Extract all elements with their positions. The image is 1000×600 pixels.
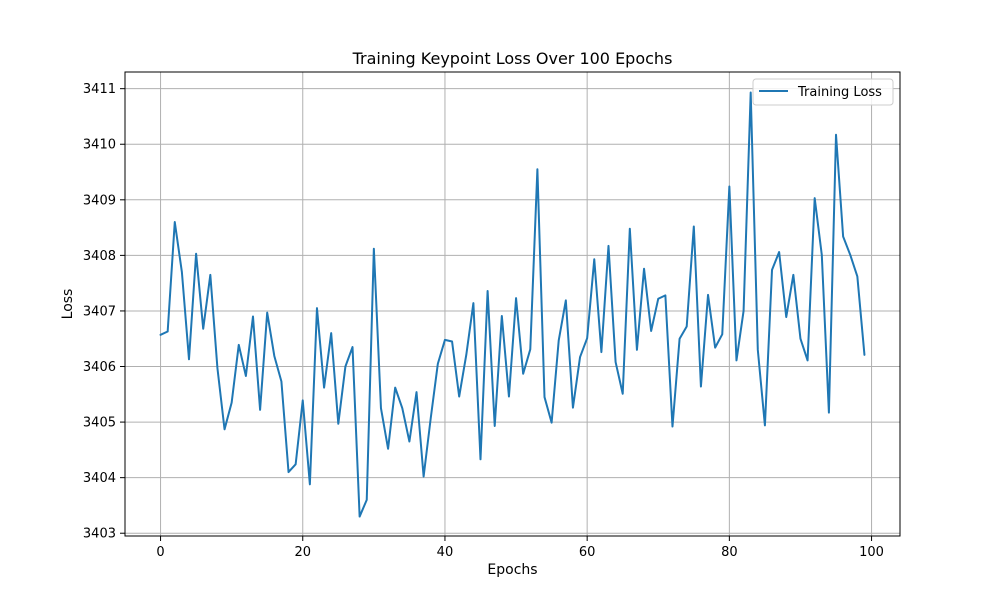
axis-ticks: 0 20 40 60 80 100 3403 3404 3405 3406 3407 3408 3409… <box>83 82 884 560</box>
y-tick-label: 3410 <box>83 138 116 153</box>
y-axis-label: Loss <box>60 289 76 320</box>
legend: Training Loss <box>752 78 894 106</box>
x-tick-label: 0 <box>156 545 164 560</box>
y-tick-label: 3408 <box>83 249 116 264</box>
x-tick-label: 60 <box>579 545 596 560</box>
y-tick-label: 3406 <box>83 360 116 375</box>
x-tick-label: 100 <box>859 545 884 560</box>
x-axis-label: Epochs <box>487 562 537 578</box>
chart-title: Training Keypoint Loss Over 100 Epochs <box>352 49 673 68</box>
legend-label-training-loss: Training Loss <box>797 85 882 100</box>
y-tick-label: 3411 <box>83 82 116 97</box>
y-tick-label: 3403 <box>83 527 116 542</box>
x-tick-label: 20 <box>294 545 311 560</box>
y-tick-label: 3404 <box>83 471 116 486</box>
x-tick-label: 80 <box>721 545 738 560</box>
plot-frame <box>124 71 901 537</box>
legend-box <box>752 78 894 106</box>
y-tick-label: 3409 <box>83 193 116 208</box>
series-line-training-loss <box>159 91 866 518</box>
y-tick-label: 3407 <box>83 304 116 319</box>
x-tick-label: 40 <box>437 545 454 560</box>
y-tick-label: 3405 <box>83 416 116 431</box>
